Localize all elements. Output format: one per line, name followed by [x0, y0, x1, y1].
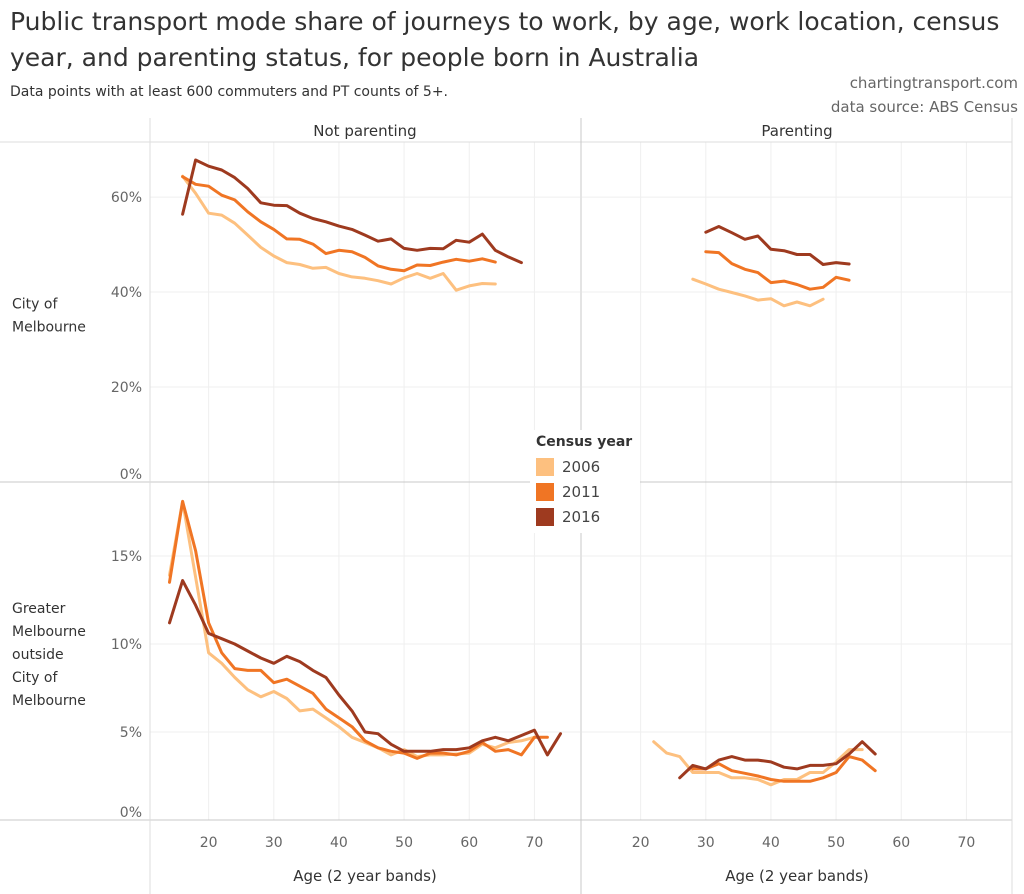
- y-tick-label: 5%: [120, 725, 142, 741]
- x-tick-label: 70: [957, 835, 975, 851]
- series-line-2011: [691, 755, 877, 783]
- x-tick-label: 30: [697, 835, 715, 851]
- legend-item-2006[interactable]: 2006: [536, 454, 632, 479]
- series-line-2011: [181, 175, 497, 273]
- legend-title: Census year: [536, 434, 633, 450]
- x-axis-label: Age (2 year bands): [293, 867, 437, 885]
- series-line-2006: [168, 499, 536, 759]
- x-tick-label: 50: [395, 835, 413, 851]
- chart-title: Public transport mode share of journeys …: [10, 7, 1000, 72]
- chart-subtitle: Data points with at least 600 commuters …: [10, 84, 449, 100]
- row-label: Greater: [12, 601, 66, 617]
- legend-label: 2016: [562, 507, 601, 526]
- x-tick-label: 60: [460, 835, 478, 851]
- series-line-2016: [704, 225, 851, 266]
- series-line-2011: [168, 499, 549, 760]
- row-label: outside: [12, 647, 64, 663]
- y-tick-label: 0%: [120, 805, 142, 821]
- row-label: City of: [12, 670, 58, 686]
- legend-swatch: [536, 482, 554, 501]
- credit-source: data source: ABS Census: [830, 98, 1018, 116]
- series-line-2006: [691, 277, 825, 308]
- x-tick-label: 70: [525, 835, 543, 851]
- series-line-2016: [678, 740, 877, 780]
- row-label: Melbourne: [12, 693, 86, 709]
- x-tick-label: 20: [632, 835, 650, 851]
- legend-swatch: [536, 507, 554, 526]
- legend-swatch: [536, 457, 554, 476]
- series-line-2006: [652, 740, 864, 787]
- column-header: Not parenting: [313, 122, 416, 140]
- x-axis-label: Age (2 year bands): [725, 867, 869, 885]
- series-line-2006: [181, 174, 497, 292]
- legend-item-2016[interactable]: 2016: [536, 504, 632, 529]
- series-line-2011: [704, 250, 851, 291]
- series-line-2016: [181, 158, 523, 265]
- y-tick-label: 60%: [111, 190, 142, 206]
- x-tick-label: 50: [827, 835, 845, 851]
- credit-site: chartingtransport.com: [849, 74, 1018, 92]
- legend-item-2011[interactable]: 2011: [536, 479, 632, 504]
- x-tick-label: 30: [265, 835, 283, 851]
- legend-label: 2011: [562, 482, 601, 501]
- x-tick-label: 60: [892, 835, 910, 851]
- row-label: Melbourne: [12, 624, 86, 640]
- x-tick-label: 20: [200, 835, 218, 851]
- legend: Census year 2006 2011 2016: [530, 430, 641, 533]
- column-header: Parenting: [761, 122, 832, 140]
- row-label: City of: [12, 297, 58, 313]
- y-tick-label: 20%: [111, 380, 142, 396]
- x-tick-label: 40: [330, 835, 348, 851]
- legend-label: 2006: [562, 457, 601, 476]
- row-label: Melbourne: [12, 320, 86, 336]
- y-tick-label: 10%: [111, 637, 142, 653]
- y-tick-label: 40%: [111, 285, 142, 301]
- y-tick-label: 0%: [120, 467, 142, 483]
- series-line-2016: [168, 579, 562, 757]
- y-tick-label: 15%: [111, 549, 142, 565]
- x-tick-label: 40: [762, 835, 780, 851]
